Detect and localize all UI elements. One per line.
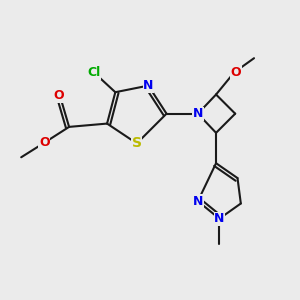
Text: O: O <box>39 136 50 149</box>
Text: O: O <box>53 89 64 102</box>
Text: N: N <box>193 107 203 120</box>
Text: O: O <box>231 66 241 79</box>
Text: N: N <box>214 212 224 225</box>
Text: N: N <box>143 79 154 92</box>
Text: N: N <box>193 195 203 208</box>
Text: S: S <box>132 136 142 150</box>
Text: Cl: Cl <box>87 66 101 79</box>
